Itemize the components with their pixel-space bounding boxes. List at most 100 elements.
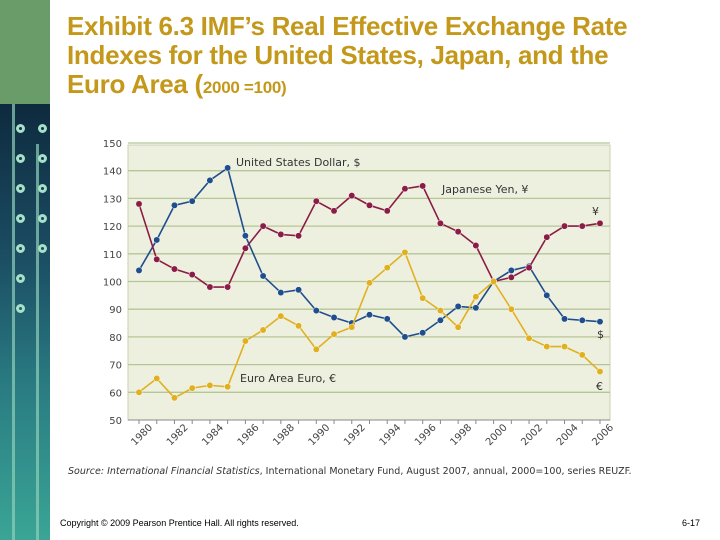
data-point [472,242,480,249]
data-point [153,375,161,382]
x-tick-label: 1990 [307,422,333,448]
data-point [507,305,515,313]
data-point [277,312,285,320]
data-point [454,323,462,331]
data-point [366,279,373,287]
data-point [348,323,356,331]
y-tick-label: 100 [103,278,122,289]
series-end-label: $ [597,328,604,341]
data-point [472,304,480,312]
data-point [454,302,462,310]
page-number: 6-17 [682,518,701,528]
data-point [383,264,391,272]
data-point [401,248,409,256]
data-point [188,384,196,392]
series-end-label: ¥ [592,205,599,218]
data-point [578,316,586,324]
data-point [312,197,320,205]
data-point [224,283,232,291]
data-point [596,219,604,227]
series-end-label: € [596,380,603,393]
x-tick-label: 1984 [200,422,226,448]
data-point [153,236,161,244]
data-point [206,381,214,389]
data-point [330,314,338,321]
y-tick-label: 80 [109,333,122,344]
x-tick-label: 1992 [342,422,368,448]
data-point [561,343,568,351]
data-point [206,176,214,184]
data-point [436,219,444,227]
y-tick-label: 130 [103,194,122,205]
source-label: Source: [68,466,105,477]
title-main: Exhibit 6.3 IMF’s Real Effective Exchang… [67,11,628,99]
slide-title: Exhibit 6.3 IMF’s Real Effective Exchang… [67,12,667,102]
x-tick-label: 1982 [165,422,191,448]
data-point [419,329,427,337]
data-point [171,394,178,402]
data-point [561,222,568,230]
data-point [543,291,551,299]
data-point [188,197,196,205]
data-point [259,222,267,230]
data-point [241,244,249,252]
data-point [596,318,604,326]
data-point [259,272,267,280]
series-label: Euro Area Euro, € [240,372,336,385]
data-point [259,326,267,334]
x-tick-label: 1986 [236,422,262,448]
data-point [578,222,586,230]
data-point [188,271,196,279]
data-point [206,283,214,291]
x-tick-label: 1994 [378,422,404,448]
copyright: Copyright © 2009 Pearson Prentice Hall. … [60,518,299,528]
data-point [419,182,427,190]
x-tick-label: 1980 [129,422,155,448]
data-point [312,345,320,353]
data-point [224,164,232,172]
data-point [436,307,444,315]
data-point [472,293,480,301]
data-point [507,273,515,281]
y-tick-label: 110 [103,250,122,261]
data-point [401,185,409,193]
source-italic: International Financial Statistics [107,466,260,477]
data-point [295,322,303,330]
data-point [507,266,515,274]
data-point [419,294,427,302]
source-note: Source: International Financial Statisti… [68,466,632,477]
data-point [543,343,551,351]
source-rest: , International Monetary Fund, August 20… [259,466,632,477]
y-tick-label: 120 [103,222,122,233]
x-tick-label: 2006 [590,422,616,448]
y-tick-label: 70 [109,361,122,372]
data-point [578,351,586,359]
data-point [401,333,409,341]
data-point [525,264,533,272]
title-small: 2000 =100) [202,78,287,97]
data-point [224,383,232,391]
x-tick-label: 2004 [555,422,581,448]
data-point [454,228,462,236]
data-point [241,232,249,240]
data-point [366,201,373,209]
x-tick-label: 1996 [413,422,439,448]
data-point [348,192,356,200]
data-point [366,311,373,319]
data-point [135,200,143,208]
y-tick-label: 60 [109,388,122,399]
data-point [490,278,498,285]
data-point [383,207,391,215]
data-point [383,315,391,323]
series-label: United States Dollar, $ [236,156,361,169]
x-tick-label: 1988 [271,422,297,448]
data-point [277,230,285,238]
data-point [171,201,178,209]
data-point [596,368,604,375]
y-tick-label: 140 [103,167,122,178]
sidebar-green-band [0,0,50,104]
data-point [171,265,178,273]
data-point [135,266,143,274]
data-point [330,330,338,338]
